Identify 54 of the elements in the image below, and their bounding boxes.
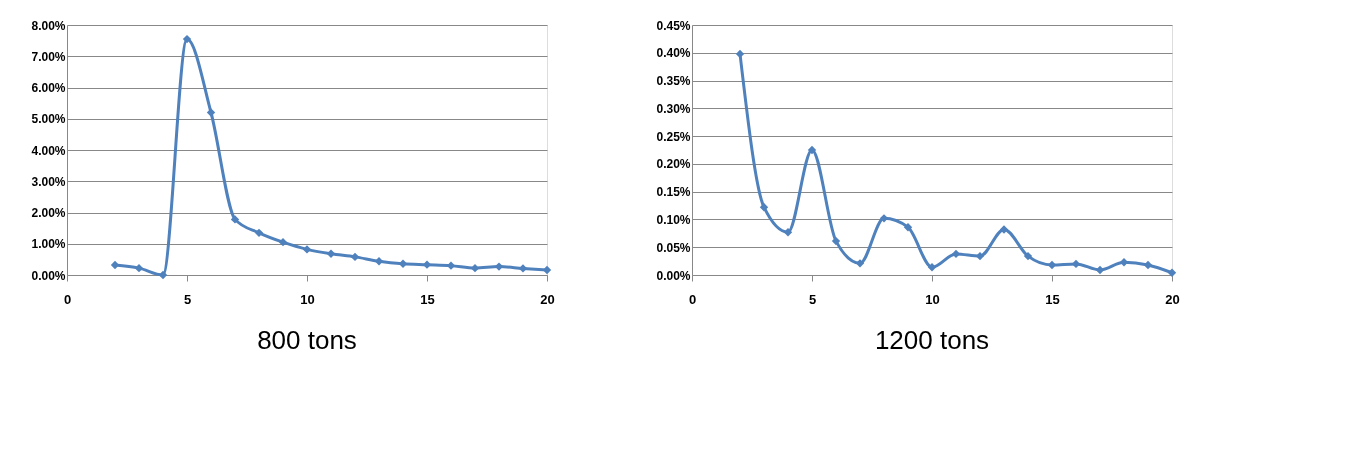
y-tick-label: 0.40% <box>656 46 691 61</box>
x-tick-label: 15 <box>420 291 435 307</box>
point <box>134 263 144 273</box>
y-tick-label: 0.00% <box>656 268 691 283</box>
x-tick-label: 10 <box>925 291 940 307</box>
point <box>302 245 312 254</box>
x-tick-label: 20 <box>1165 291 1180 307</box>
x-tick-label: 0 <box>63 291 72 307</box>
y-tick-label: 7.00% <box>31 49 66 64</box>
y-tick-label: 5.00% <box>31 112 66 127</box>
point <box>999 225 1009 234</box>
point <box>1167 268 1177 277</box>
x-tick-label: 15 <box>1045 291 1060 307</box>
point <box>206 108 216 117</box>
point <box>350 252 360 262</box>
y-tick-label: 6.00% <box>31 81 66 95</box>
x-tick-label: 0 <box>688 291 697 307</box>
point <box>855 259 865 268</box>
y-tick-label: 0.15% <box>656 185 691 200</box>
point <box>326 249 336 258</box>
y-tick-label: 0.35% <box>656 74 691 89</box>
point <box>927 263 937 272</box>
point <box>1023 251 1033 261</box>
point <box>470 263 480 273</box>
text: 800 tons <box>257 325 357 355</box>
point <box>903 223 913 232</box>
y-tick-label: 1.00% <box>31 237 66 252</box>
point <box>254 228 264 237</box>
point <box>278 238 288 247</box>
y-tick-label: 3.00% <box>31 174 66 189</box>
point <box>783 228 793 237</box>
point <box>831 236 841 246</box>
x-tick-label: 10 <box>300 291 315 307</box>
x-tick-label: 5 <box>808 291 817 307</box>
point <box>374 257 384 266</box>
y-tick-label: 0.00% <box>31 268 66 283</box>
x-tick-label: 5 <box>183 291 192 307</box>
y-tick-label: 2.00% <box>31 206 66 220</box>
point <box>518 264 528 273</box>
text: 1200 tons <box>874 325 990 355</box>
y-tick-label: 0.05% <box>656 240 691 255</box>
y-tick-label: 0.30% <box>656 101 691 116</box>
y-tick-label: 0.10% <box>656 212 691 227</box>
y-tick-label: 8.00% <box>31 18 66 33</box>
point <box>807 145 817 155</box>
point <box>182 34 192 44</box>
y-tick-label: 4.00% <box>31 143 66 158</box>
y-tick-label: 0.25% <box>656 129 691 144</box>
point <box>230 215 240 224</box>
y-tick-label: 0.45% <box>656 18 691 33</box>
point <box>494 262 504 271</box>
y-tick-label: 0.20% <box>656 157 691 172</box>
point <box>759 203 769 212</box>
x-tick-label: 20 <box>540 291 555 307</box>
